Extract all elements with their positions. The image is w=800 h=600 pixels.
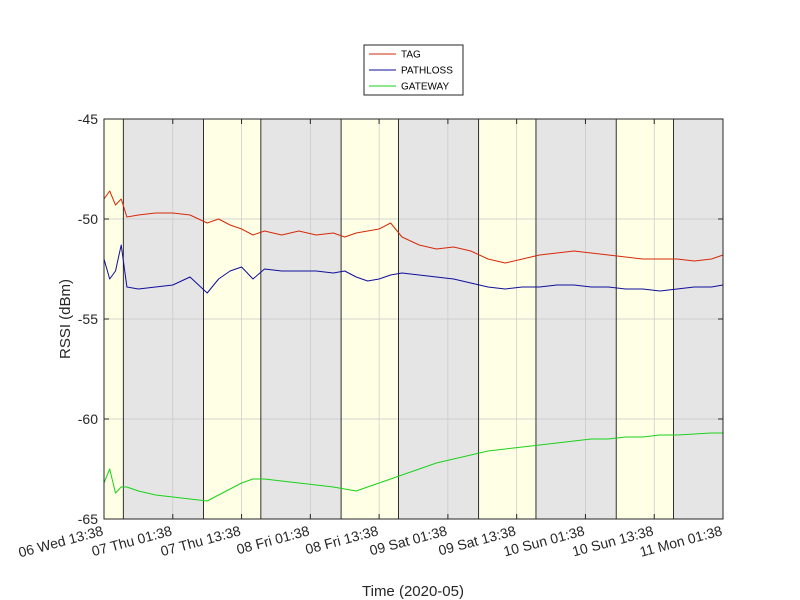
y-axis-ticks: -65 -60 -55 -50 -45 xyxy=(78,111,723,527)
legend-label-pathloss: PATHLOSS xyxy=(401,66,453,77)
y-axis-label: RSSI (dBm) xyxy=(57,279,74,359)
y-tick-label-0: -65 xyxy=(78,511,98,527)
series-line-pathloss xyxy=(103,244,724,294)
y-tick-label-2: -55 xyxy=(78,311,98,327)
series-line-gateway xyxy=(103,432,723,502)
legend: TAG PATHLOSS GATEWAY xyxy=(363,44,464,96)
y-tick-label-4: -45 xyxy=(78,111,98,127)
legend-label-gateway: GATEWAY xyxy=(401,82,449,93)
y-tick-label-1: -60 xyxy=(78,411,98,427)
series-line-tag xyxy=(103,190,724,264)
x-axis-label: Time (2020-05) xyxy=(362,583,464,600)
legend-label-tag: TAG xyxy=(401,50,421,61)
series-lines xyxy=(103,190,724,502)
y-tick-label-3: -50 xyxy=(78,211,98,227)
band-separators xyxy=(122,119,674,519)
legend-box xyxy=(363,44,464,96)
